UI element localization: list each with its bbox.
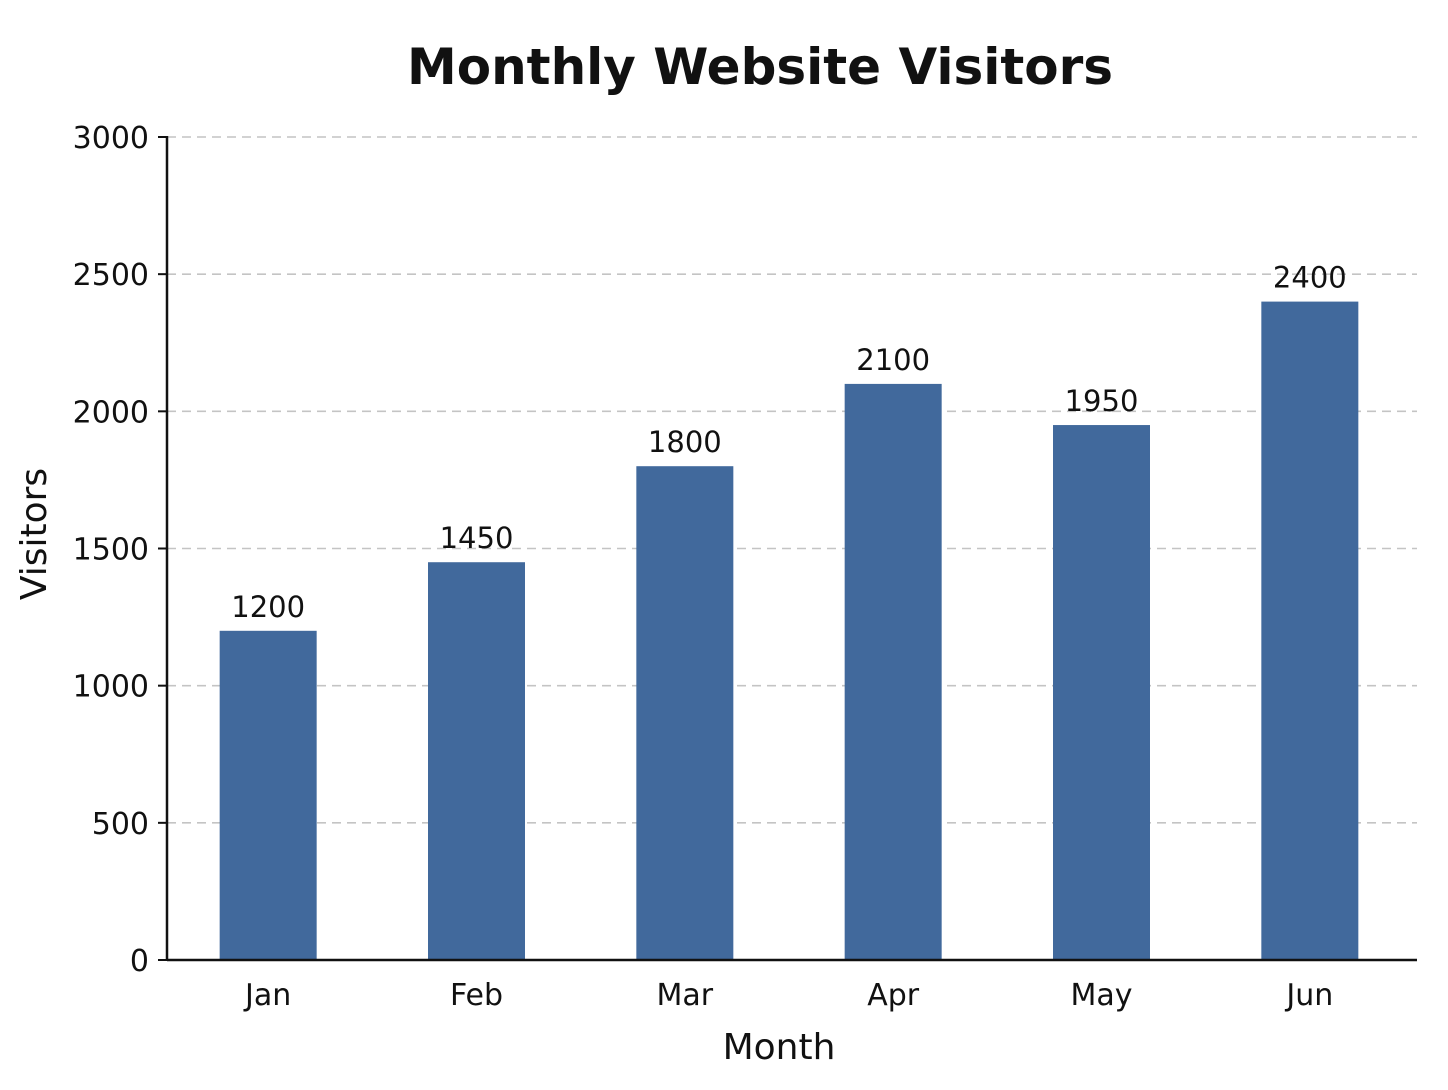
y-tick-label: 0 [130, 944, 149, 979]
x-tick-label: Jun [1284, 978, 1333, 1013]
bars [219, 301, 1359, 961]
data-label: 1450 [440, 521, 514, 555]
data-label: 1800 [648, 425, 722, 459]
chart-title: Monthly Website Visitors [407, 38, 1113, 96]
gridlines [167, 136, 1417, 824]
data-label: 2400 [1273, 261, 1347, 295]
y-tick-label: 500 [92, 807, 149, 842]
bar-jun [1261, 301, 1359, 961]
bar-may [1053, 425, 1150, 960]
bar-jan [219, 630, 317, 960]
y-tick-label: 1000 [73, 670, 149, 705]
bar-apr [844, 383, 942, 960]
y-tick-label: 2500 [73, 258, 149, 293]
x-axis-label: Month [723, 1027, 836, 1068]
bar-mar [636, 466, 734, 960]
x-tick-label: Apr [867, 978, 920, 1013]
data-label: 2100 [856, 343, 930, 377]
y-tick-label: 1500 [73, 533, 149, 568]
x-tick-label: Feb [450, 978, 503, 1013]
y-axis-label: Visitors [14, 468, 55, 600]
y-axis-ticks: 0 500 1000 1500 2000 2500 3000 [73, 121, 167, 979]
data-label: 1950 [1065, 384, 1139, 418]
x-tick-label: Mar [657, 978, 714, 1013]
x-tick-label: May [1070, 978, 1132, 1013]
bar-feb [428, 562, 525, 960]
x-axis-ticks: Jan Feb Mar Apr May Jun [243, 978, 1333, 1013]
data-label: 1200 [231, 590, 305, 624]
y-tick-label: 2000 [73, 395, 149, 430]
data-labels: 1200 1450 1800 2100 1950 2400 [231, 261, 1346, 624]
x-tick-label: Jan [243, 978, 291, 1013]
y-tick-label: 3000 [73, 121, 149, 156]
